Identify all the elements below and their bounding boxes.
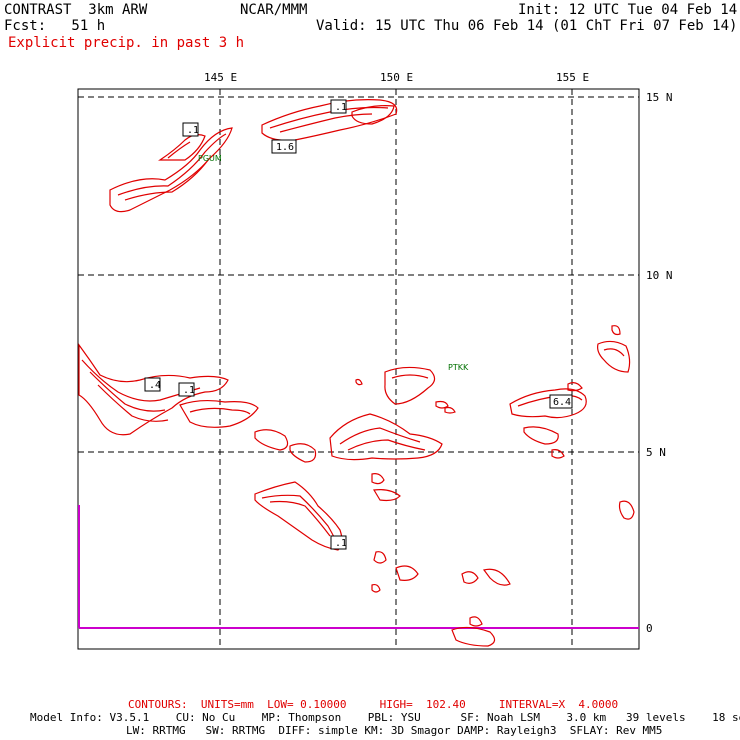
contour-label: 6.4 <box>553 397 571 408</box>
precip-cell <box>124 159 209 201</box>
precip-cell <box>179 399 259 428</box>
forecast-hour: Fcst: 51 h <box>4 18 106 34</box>
model-title: CONTRAST 3km ARW <box>4 2 148 18</box>
precip-cell <box>461 571 479 584</box>
model-info-line1: Model Info: V3.5.1 CU: No Cu MP: Thompso… <box>30 711 740 724</box>
contour-label-box <box>178 382 195 397</box>
precip-cell <box>373 489 401 502</box>
precip-cell <box>435 400 449 409</box>
station-pgum: PGUM <box>198 154 222 163</box>
precip-cell <box>339 427 421 445</box>
precip-cell <box>597 340 631 373</box>
contour-label-box <box>330 99 347 114</box>
precip-cell <box>189 407 251 415</box>
precip-cell <box>329 413 443 461</box>
precip-cell <box>469 616 483 627</box>
precip-cell <box>109 127 233 213</box>
valid-time: Valid: 15 UTC Thu 06 Feb 14 (01 ChT Fri … <box>316 18 738 34</box>
precip-cell <box>351 105 395 125</box>
model-info-line2: LW: RRTMG SW: RRTMG DIFF: simple KM: 3D … <box>126 724 663 737</box>
product-title: Explicit precip. in past 3 h <box>8 35 245 51</box>
precip-cell <box>482 568 511 586</box>
precip-cell <box>618 500 635 520</box>
contour-label-box <box>330 535 347 550</box>
precip-cell <box>97 384 169 422</box>
precip-cell <box>167 141 191 159</box>
contour-label: .4 <box>149 380 161 391</box>
contour-label-box <box>144 377 161 392</box>
precip-cell <box>373 551 387 564</box>
precip-cell <box>611 325 621 336</box>
precip-contours <box>78 99 635 647</box>
precip-cell <box>391 374 429 379</box>
map-frame <box>77 88 640 650</box>
precip-cell <box>371 473 385 485</box>
precip-cell <box>551 449 565 459</box>
contour-info: CONTOURS: UNITS=mm LOW= 0.10000 HIGH= 10… <box>128 698 619 711</box>
contour-label-box <box>182 122 199 137</box>
precip-cell <box>347 439 426 451</box>
precip-cell <box>395 565 419 581</box>
precip-cell <box>567 382 583 392</box>
precip-cell <box>355 378 363 386</box>
precip-cell <box>384 366 436 405</box>
precip-cell <box>523 426 559 445</box>
precip-cell <box>509 388 587 419</box>
center-name: NCAR/MMM <box>240 2 308 18</box>
precip-cell <box>371 583 381 593</box>
lon-label-150: 150 E <box>380 71 413 84</box>
contour-label: .1 <box>335 102 347 113</box>
contour-labels: .1 1.6 .1 .4 .1 6.4 .1 <box>144 99 573 550</box>
lat-label-5n: 5 N <box>646 446 666 459</box>
precip-cell <box>78 343 229 436</box>
lon-label-145: 145 E <box>204 71 237 84</box>
lat-label-15n: 15 N <box>646 91 673 104</box>
precip-cell <box>451 626 496 647</box>
init-time: Init: 12 UTC Tue 04 Feb 14 <box>518 2 738 18</box>
contour-label: .1 <box>335 538 347 549</box>
lat-label-10n: 10 N <box>646 269 673 282</box>
precip-cell <box>269 106 389 129</box>
precip-cell <box>279 113 373 133</box>
graticule <box>78 89 639 649</box>
contour-label: 1.6 <box>276 142 294 153</box>
precip-cell <box>269 500 331 537</box>
contour-label-box <box>271 139 297 154</box>
station-ptkk: PTKK <box>448 363 469 372</box>
precip-cell <box>289 443 317 463</box>
contour-label: .1 <box>187 125 199 136</box>
contour-label: .1 <box>183 385 195 396</box>
lon-label-155: 155 E <box>556 71 589 84</box>
precip-cell <box>603 348 625 357</box>
precip-cell <box>261 494 339 547</box>
precip-cell <box>254 481 343 551</box>
precip-cell <box>254 429 289 451</box>
precip-cell <box>117 133 227 196</box>
lat-label-0: 0 <box>646 622 653 635</box>
precip-cell <box>89 371 166 412</box>
contour-label-box <box>549 394 573 409</box>
precip-cell <box>444 406 456 414</box>
